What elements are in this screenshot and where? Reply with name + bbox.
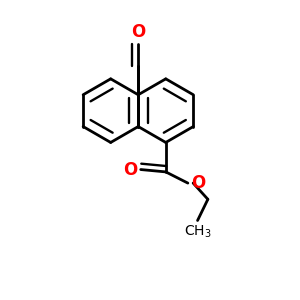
Text: CH$_3$: CH$_3$ [184,224,212,240]
Text: O: O [123,160,137,178]
Text: O: O [191,174,205,192]
Text: O: O [131,22,145,40]
